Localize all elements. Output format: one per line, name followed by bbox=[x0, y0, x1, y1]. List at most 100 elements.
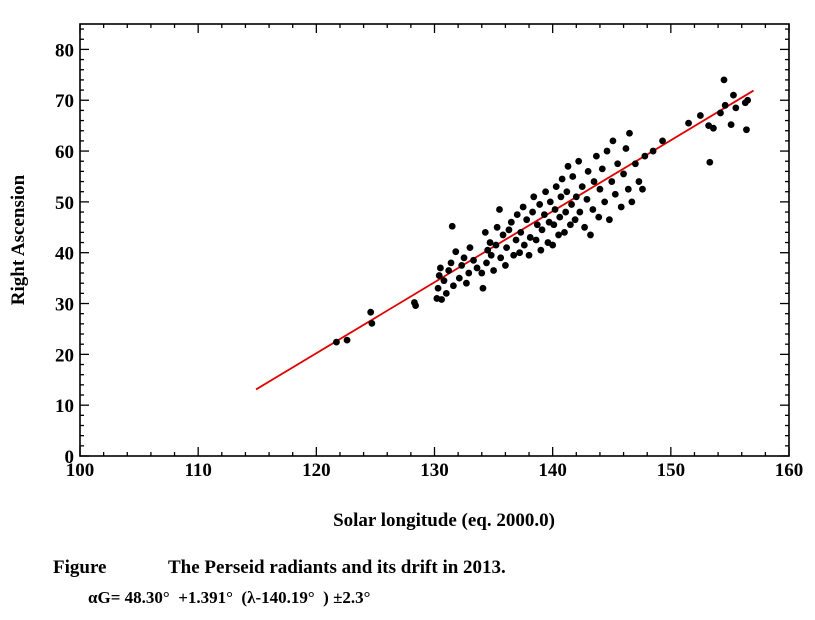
data-point bbox=[685, 119, 692, 127]
y-tick-label: 0 bbox=[65, 447, 75, 468]
data-point bbox=[455, 274, 463, 282]
data-point bbox=[639, 185, 646, 193]
data-point bbox=[558, 175, 566, 183]
y-tick-label: 30 bbox=[55, 295, 74, 316]
data-point bbox=[555, 231, 562, 239]
x-tick-label: 130 bbox=[420, 460, 449, 481]
data-point bbox=[571, 216, 579, 224]
data-point bbox=[435, 272, 443, 279]
data-point bbox=[450, 282, 457, 290]
data-point bbox=[368, 319, 376, 327]
data-point bbox=[473, 264, 481, 272]
data-point bbox=[517, 228, 525, 236]
data-point bbox=[581, 223, 588, 231]
data-point bbox=[516, 249, 523, 257]
figure-label: Figure bbox=[53, 557, 107, 578]
data-point bbox=[540, 211, 548, 218]
y-tick-label: 10 bbox=[55, 396, 74, 417]
data-point bbox=[523, 216, 531, 224]
data-point bbox=[470, 256, 477, 264]
data-point bbox=[438, 296, 445, 303]
data-point bbox=[622, 145, 630, 152]
drift-formula: αG= 48.30° +1.391° (λ-140.19° ) ±2.3° bbox=[88, 588, 371, 607]
data-point bbox=[465, 269, 473, 277]
data-point bbox=[526, 234, 534, 241]
data-point bbox=[542, 188, 549, 196]
data-point bbox=[620, 170, 627, 178]
data-point bbox=[487, 251, 495, 259]
data-point bbox=[536, 201, 544, 208]
data-point bbox=[561, 228, 568, 236]
fit-line-layer bbox=[255, 89, 755, 391]
data-point bbox=[440, 277, 448, 285]
data-point bbox=[481, 228, 489, 236]
data-point bbox=[706, 158, 714, 166]
data-point bbox=[513, 211, 521, 218]
data-point bbox=[563, 188, 571, 196]
data-point bbox=[551, 206, 559, 213]
data-point bbox=[635, 178, 643, 185]
data-point bbox=[503, 244, 510, 252]
data-point bbox=[479, 284, 487, 292]
data-point bbox=[717, 109, 724, 117]
data-point bbox=[743, 126, 750, 134]
data-point bbox=[546, 198, 554, 206]
data-point bbox=[696, 112, 704, 119]
data-point bbox=[626, 129, 633, 137]
data-point bbox=[486, 239, 494, 246]
data-point bbox=[583, 195, 591, 203]
y-tick-label: 40 bbox=[55, 244, 74, 265]
plot-frame bbox=[79, 23, 790, 457]
y-axis-label: Right Ascension bbox=[8, 174, 29, 305]
data-point bbox=[549, 241, 557, 249]
data-point bbox=[367, 308, 375, 316]
data-point bbox=[628, 198, 636, 206]
data-point bbox=[614, 160, 622, 168]
data-point bbox=[603, 147, 611, 155]
data-point bbox=[507, 218, 515, 226]
data-point bbox=[730, 91, 737, 99]
data-point bbox=[448, 222, 456, 230]
x-tick-label: 100 bbox=[66, 460, 95, 481]
data-point bbox=[617, 203, 625, 211]
data-point bbox=[592, 152, 600, 160]
data-point bbox=[532, 236, 540, 244]
x-axis-label: Solar longitude (eq. 2000.0) bbox=[333, 510, 555, 531]
data-point bbox=[538, 226, 546, 234]
data-point bbox=[519, 203, 527, 211]
data-point bbox=[552, 183, 560, 191]
data-point bbox=[595, 213, 603, 221]
data-point bbox=[537, 246, 545, 254]
y-tick-label: 80 bbox=[55, 40, 74, 61]
tick-labels: 100 110 120 130 140 150 160 0 10 20 30 40 50 60 70 80 bbox=[55, 40, 803, 481]
data-point bbox=[529, 208, 536, 216]
data-point bbox=[343, 336, 351, 344]
data-point bbox=[458, 262, 466, 269]
data-point bbox=[478, 269, 486, 277]
y-tick-label: 60 bbox=[55, 142, 74, 163]
x-tick-label: 150 bbox=[657, 460, 686, 481]
figure-caption-text: The Perseid radiants and its drift in 20… bbox=[168, 557, 506, 578]
x-tick-label: 120 bbox=[302, 460, 331, 481]
data-point bbox=[445, 267, 453, 274]
data-point bbox=[550, 221, 558, 229]
data-point bbox=[463, 279, 470, 287]
data-point bbox=[556, 213, 564, 221]
y-tick-label: 70 bbox=[55, 91, 74, 112]
data-point bbox=[510, 251, 518, 259]
data-point bbox=[721, 101, 729, 109]
data-point bbox=[496, 206, 503, 213]
data-point bbox=[499, 231, 507, 239]
data-point bbox=[434, 284, 442, 292]
data-point bbox=[562, 208, 570, 216]
data-point bbox=[442, 289, 450, 297]
data-point bbox=[437, 264, 444, 272]
data-point bbox=[590, 178, 598, 185]
data-point bbox=[460, 254, 468, 262]
data-points bbox=[333, 76, 752, 346]
data-point bbox=[533, 221, 541, 229]
data-point bbox=[484, 246, 492, 254]
data-point bbox=[596, 185, 604, 193]
data-point bbox=[497, 254, 505, 262]
